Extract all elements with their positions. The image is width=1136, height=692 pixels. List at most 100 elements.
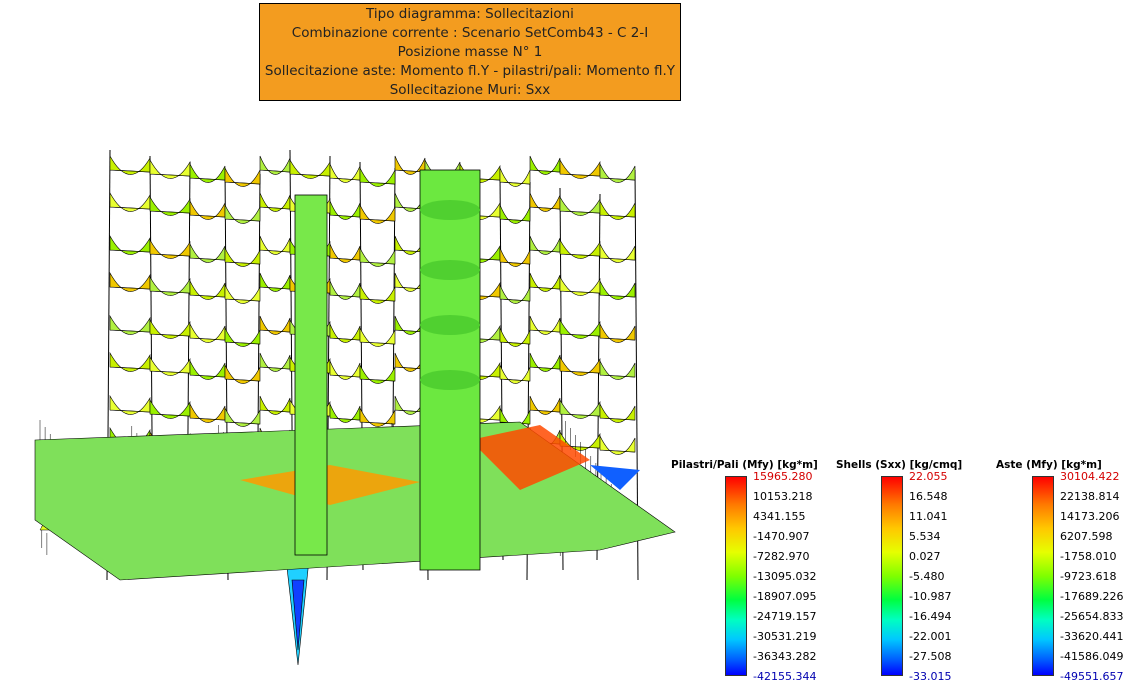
beam-moment-diagram xyxy=(599,323,636,343)
beam-moment-diagram xyxy=(529,192,561,212)
beam-moment-diagram xyxy=(599,200,636,220)
slab-stress-min xyxy=(590,465,640,490)
beam-moment-diagram xyxy=(599,163,636,183)
legend-value: 5.534 xyxy=(909,530,941,543)
beam-moment-diagram xyxy=(599,435,636,455)
beam-moment-diagram xyxy=(499,327,531,347)
legend-value: -27.508 xyxy=(909,650,952,663)
beam-moment-diagram xyxy=(359,204,396,224)
legend-value: -42155.344 xyxy=(753,670,817,683)
beam-moment-diagram xyxy=(329,243,361,263)
legend-beams-colorbar xyxy=(1032,476,1054,676)
legend-value: -36343.282 xyxy=(753,650,817,663)
beam-moment-diagram xyxy=(499,204,531,224)
beam-moment-diagram xyxy=(329,163,361,183)
beam-moment-diagram xyxy=(109,394,151,415)
beam-moment-diagram xyxy=(224,284,261,304)
legend-value: 10153.218 xyxy=(753,490,813,503)
beam-moment-diagram xyxy=(559,355,601,376)
beam-moment-diagram xyxy=(149,158,191,179)
core-wall-band xyxy=(420,260,480,280)
beam-moment-diagram xyxy=(149,275,191,296)
beam-moment-diagram xyxy=(189,243,226,263)
beam-moment-diagram xyxy=(224,407,261,427)
beam-moment-diagram xyxy=(559,238,601,259)
beam-moment-diagram xyxy=(224,204,261,224)
core-wall-band xyxy=(420,200,480,220)
info-line-diagram-type: Tipo diagramma: Sollecitazioni xyxy=(366,6,574,22)
beam-moment-diagram xyxy=(394,155,426,175)
legend-value: -33620.441 xyxy=(1060,630,1124,643)
beam-moment-diagram xyxy=(559,430,601,451)
legend-value: -9723.618 xyxy=(1060,570,1117,583)
legend-value: -25654.833 xyxy=(1060,610,1124,623)
slab-stress-region xyxy=(240,465,420,505)
slab-stress-peak xyxy=(470,425,590,490)
beam-moment-diagram xyxy=(149,398,191,419)
beam-moment-diagram xyxy=(149,238,191,259)
legend-columns-title: Pilastri/Pali (Mfy) [kg*m] xyxy=(671,459,818,471)
legend-shells-title: Shells (Sxx) [kg/cmq] xyxy=(836,459,963,471)
diagram-info-box: Tipo diagramma: Sollecitazioni Combinazi… xyxy=(259,3,681,101)
legend-value: -17689.226 xyxy=(1060,590,1124,603)
beam-moment-diagram xyxy=(529,155,561,175)
core-wall-band xyxy=(420,315,480,335)
beam-moment-diagram xyxy=(224,247,261,267)
legend-beams: Aste (Mfy) [kg*m] 30104.422 22138.814 1417… xyxy=(996,459,1136,687)
beam-moment-diagram xyxy=(359,364,396,384)
legend-value: 14173.206 xyxy=(1060,510,1120,523)
legend-value: -5.480 xyxy=(909,570,945,583)
beam-moment-diagram xyxy=(599,360,636,380)
beam-moment-diagram xyxy=(189,360,226,380)
legend-value: -16.494 xyxy=(909,610,952,623)
info-line-mass-position: Posizione masse N° 1 xyxy=(397,44,543,60)
beam-moment-diagram xyxy=(599,403,636,423)
beam-moment-diagram xyxy=(559,158,601,179)
legend-value: -18907.095 xyxy=(753,590,817,603)
beam-moment-diagram xyxy=(109,314,151,335)
info-line-wall-stress: Sollecitazione Muri: Sxx xyxy=(389,82,551,98)
beam-moment-diagram xyxy=(109,271,151,292)
beam-moment-diagram xyxy=(109,154,151,175)
beam-moment-diagram xyxy=(359,407,396,427)
beam-moment-diagram xyxy=(329,360,361,380)
legend-value: -1758.010 xyxy=(1060,550,1117,563)
beam-moment-diagram xyxy=(499,364,531,384)
beam-moment-diagram xyxy=(599,243,636,263)
beam-moment-diagram xyxy=(224,327,261,347)
beam-moment-diagram xyxy=(529,235,561,255)
beam-moment-diagram xyxy=(259,235,291,255)
beam-moment-diagram xyxy=(499,284,531,304)
beam-moment-diagram xyxy=(359,327,396,347)
beam-moment-diagram xyxy=(559,318,601,339)
beam-moment-diagram xyxy=(529,395,561,415)
beam-moment-diagram xyxy=(189,200,226,220)
legend-value: -13095.032 xyxy=(753,570,817,583)
beam-moment-diagram xyxy=(329,200,361,220)
legend-shells-colorbar xyxy=(881,476,903,676)
beam-moment-diagram xyxy=(109,234,151,255)
legend-value: -22.001 xyxy=(909,630,952,643)
legend-columns: Pilastri/Pali (Mfy) [kg*m] 15965.280 1015… xyxy=(671,459,818,687)
legend-value: -10.987 xyxy=(909,590,952,603)
beam-moment-diagram xyxy=(529,352,561,372)
beam-moment-diagram xyxy=(259,192,291,212)
legend-value: 16.548 xyxy=(909,490,948,503)
beam-moment-diagram xyxy=(149,355,191,376)
legend-value: 0.027 xyxy=(909,550,941,563)
structural-model-view[interactable] xyxy=(0,110,690,680)
legend-value: -7282.970 xyxy=(753,550,810,563)
beam-moment-diagram xyxy=(329,280,361,300)
beam-moment-diagram xyxy=(259,395,291,415)
beam-moment-diagram xyxy=(189,280,226,300)
beam-moment-diagram xyxy=(189,323,226,343)
beam-moment-diagram xyxy=(559,195,601,216)
beam-moment-diagram xyxy=(499,167,531,187)
beam-moment-diagram xyxy=(149,195,191,216)
legend-value: 4341.155 xyxy=(753,510,806,523)
legend-columns-colorbar xyxy=(725,476,747,676)
core-wall-band xyxy=(420,370,480,390)
legend-value: 22138.814 xyxy=(1060,490,1120,503)
beam-moment-diagram xyxy=(149,318,191,339)
column-moment-spike-core xyxy=(291,579,305,651)
